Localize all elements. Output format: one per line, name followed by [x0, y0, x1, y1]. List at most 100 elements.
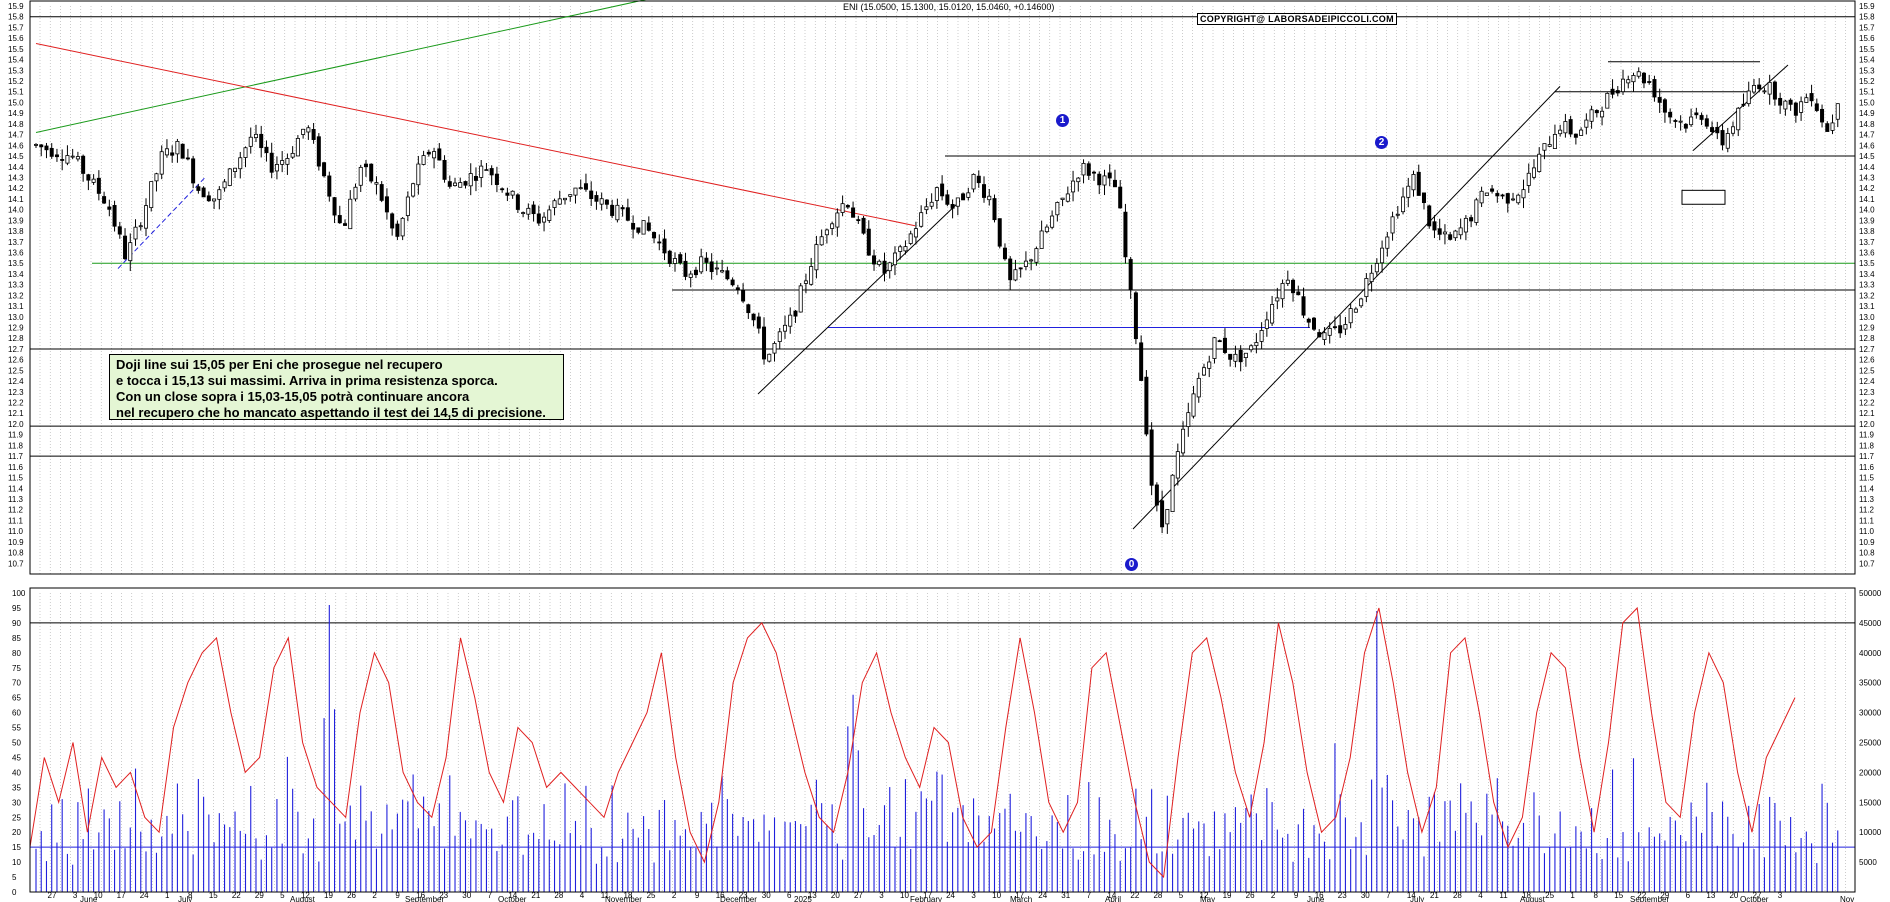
price-tick-right: 14.2	[1859, 184, 1875, 193]
candle-body	[453, 182, 458, 187]
day-tick: 31	[1061, 891, 1070, 900]
candle-body	[1641, 72, 1646, 84]
candle-body	[400, 217, 405, 237]
day-tick: 5	[280, 891, 285, 900]
day-tick: 9	[395, 891, 400, 900]
candle-body	[117, 226, 122, 235]
day-tick: 22	[232, 891, 241, 900]
candle-body	[840, 203, 845, 213]
month-tick: October	[1740, 895, 1769, 902]
candle-body	[1516, 194, 1521, 204]
price-tick-right: 13.3	[1859, 281, 1875, 290]
candle-body	[1463, 217, 1468, 233]
candle-body	[159, 151, 164, 175]
day-tick: 26	[1246, 891, 1255, 900]
candle-body	[714, 267, 719, 270]
price-tick-left: 13.5	[8, 259, 24, 268]
candle-body	[280, 160, 285, 165]
price-tick-right: 14.4	[1859, 163, 1875, 172]
candle-body	[1474, 199, 1479, 223]
candle-body	[751, 313, 756, 321]
price-tick-left: 11.3	[8, 495, 24, 504]
candle-body	[1579, 129, 1584, 136]
price-tick-right: 15.3	[1859, 66, 1875, 75]
candle-body	[374, 182, 379, 185]
candle-body	[992, 198, 997, 221]
price-tick-left: 14.4	[8, 163, 24, 172]
price-tick-right: 12.7	[1859, 345, 1875, 354]
price-tick-right: 13.7	[1859, 238, 1875, 247]
price-tick-right: 12.9	[1859, 324, 1875, 333]
candle-body	[845, 205, 850, 208]
day-tick: 13	[808, 891, 817, 900]
candle-body	[735, 287, 740, 290]
day-tick: 2	[672, 891, 677, 900]
oscillator-tick: 15	[12, 843, 21, 852]
oscillator-tick: 70	[12, 679, 21, 688]
price-tick-right: 15.0	[1859, 98, 1875, 107]
candle-body	[473, 175, 478, 181]
day-tick: 8	[1593, 891, 1598, 900]
candle-body	[1327, 328, 1332, 336]
day-tick: 17	[117, 891, 126, 900]
candle-body	[1505, 193, 1510, 204]
candle-body	[60, 159, 65, 161]
candle-body	[1600, 110, 1605, 118]
long-uptrend-line	[35, 0, 647, 133]
candle-body	[54, 154, 59, 158]
candle-body	[610, 204, 615, 216]
candle-body	[709, 261, 714, 273]
candle-body	[264, 146, 269, 154]
candle-body	[322, 162, 327, 177]
month-tick: April	[1105, 895, 1121, 902]
candle-body	[866, 228, 871, 256]
chart-title: ENI (15.0500, 15.1300, 15.0120, 15.0460,…	[843, 2, 1055, 12]
candle-body	[1589, 109, 1594, 122]
candle-body	[1725, 133, 1730, 149]
day-tick: 15	[209, 891, 218, 900]
candle-body	[756, 316, 761, 329]
candle-body	[589, 190, 594, 200]
price-tick-right: 13.8	[1859, 227, 1875, 236]
candle-body	[149, 181, 154, 209]
candle-body	[185, 157, 190, 160]
price-tick-right: 14.6	[1859, 141, 1875, 150]
price-tick-right: 15.1	[1859, 88, 1875, 97]
oscillator-tick: 35	[12, 783, 21, 792]
candle-body	[1359, 298, 1364, 307]
candle-body	[500, 188, 505, 191]
candle-body	[1799, 101, 1804, 113]
candle-body	[1500, 194, 1505, 197]
oscillator-tick: 10	[12, 858, 21, 867]
copyright-label: COPYRIGHT@ LABORSADEIPICCOLI.COM	[1197, 13, 1397, 25]
candle-body	[1469, 217, 1474, 222]
candle-body	[877, 260, 882, 266]
candle-body	[1678, 120, 1683, 123]
price-tick-left: 13.7	[8, 238, 24, 247]
day-tick: 14	[1407, 891, 1416, 900]
day-tick: 6	[1686, 891, 1691, 900]
volume-tick: 40000	[1859, 649, 1882, 658]
candle-body	[803, 280, 808, 284]
day-tick: 24	[1038, 891, 1047, 900]
candle-body	[1662, 99, 1667, 113]
candle-body	[583, 183, 588, 190]
note-line-3: Con un close sopra i 15,03-15,05 potrà c…	[116, 389, 470, 404]
price-tick-right: 15.7	[1859, 23, 1875, 32]
candle-body	[1511, 198, 1516, 201]
candle-body	[1820, 108, 1825, 123]
candle-body	[348, 198, 353, 230]
day-tick: 2	[372, 891, 377, 900]
candle-body	[568, 194, 573, 197]
axes: 15.9 15.915.8 15.815.7 15.715.6 15.615.5 15.5…	[8, 0, 1882, 902]
day-tick: 3	[73, 891, 78, 900]
day-tick: 28	[1453, 891, 1462, 900]
candle-body	[44, 145, 49, 151]
candle-body	[217, 189, 222, 200]
candle-body	[332, 197, 337, 216]
price-tick-left: 15.5	[8, 45, 24, 54]
candle-body	[1013, 269, 1018, 281]
candle-body	[248, 136, 253, 147]
price-tick-right: 15.6	[1859, 34, 1875, 43]
candle-body	[746, 304, 751, 314]
